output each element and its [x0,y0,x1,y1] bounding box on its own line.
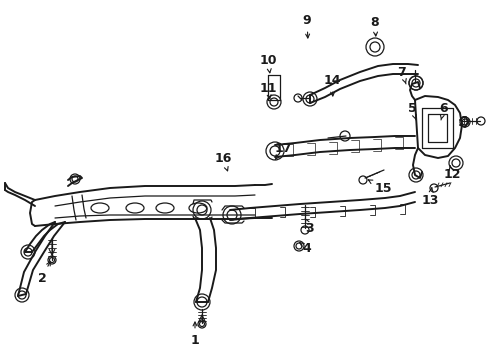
Text: 10: 10 [259,54,276,73]
Text: 5: 5 [407,102,415,120]
Text: 11: 11 [259,81,276,99]
Text: 6: 6 [439,102,447,120]
Text: 4: 4 [299,242,311,255]
Text: 13: 13 [421,188,438,207]
Text: 8: 8 [370,15,379,36]
Text: 7: 7 [397,66,406,84]
Text: 14: 14 [323,73,340,96]
Text: 15: 15 [367,180,391,194]
Text: 17: 17 [274,141,291,159]
Text: 12: 12 [442,166,460,181]
Text: 9: 9 [302,13,311,38]
Text: 2: 2 [38,262,50,284]
Text: 16: 16 [214,152,231,171]
Text: 3: 3 [305,219,314,234]
Text: 1: 1 [190,322,199,346]
